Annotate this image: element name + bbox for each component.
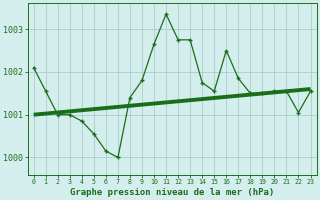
X-axis label: Graphe pression niveau de la mer (hPa): Graphe pression niveau de la mer (hPa) <box>70 188 274 197</box>
